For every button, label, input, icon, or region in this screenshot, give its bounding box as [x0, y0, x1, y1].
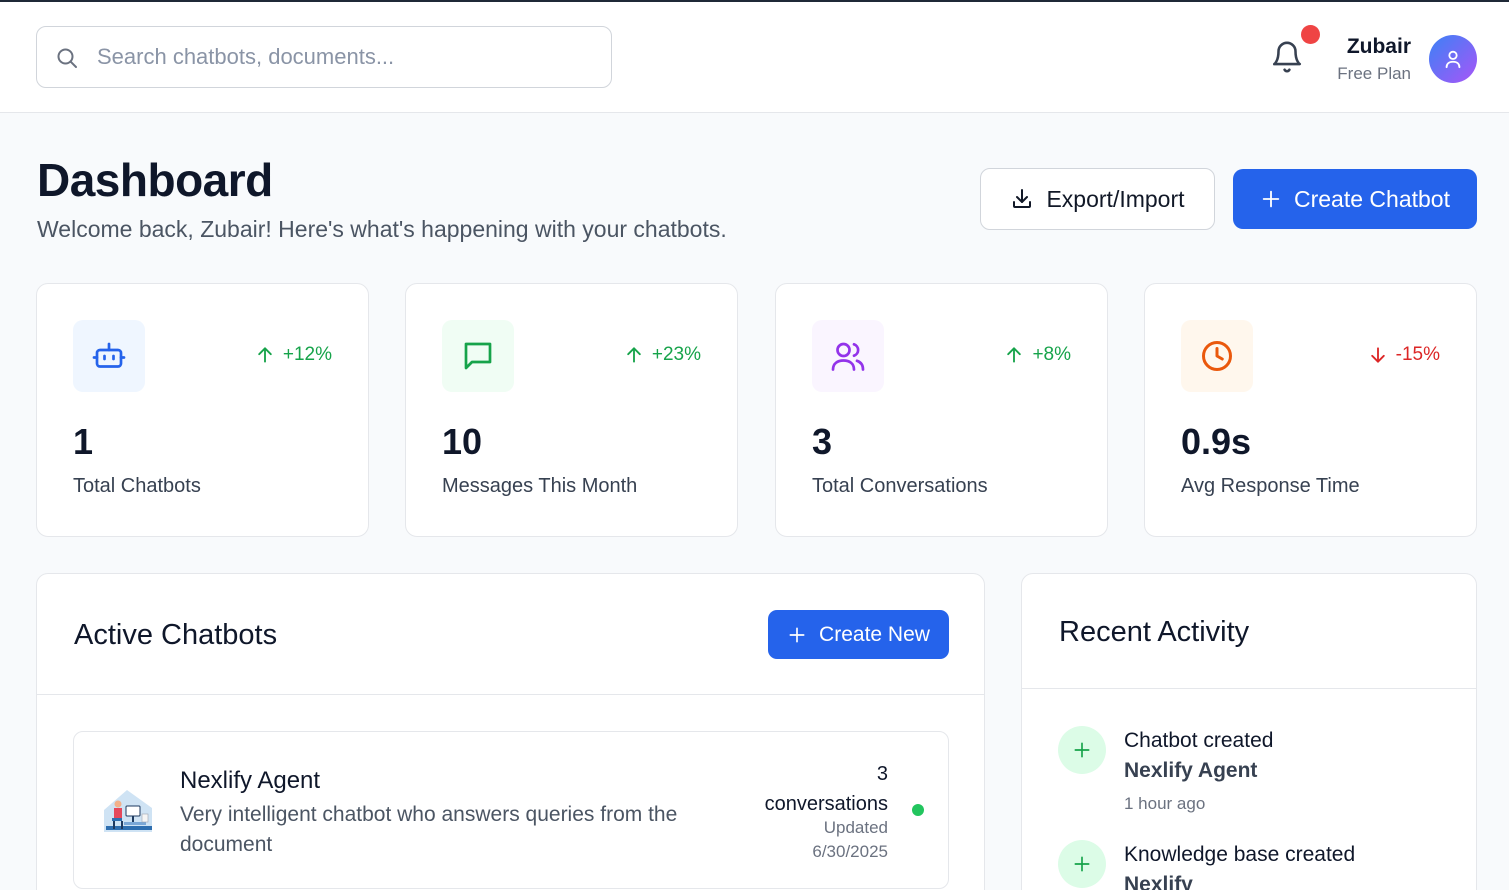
plus-icon [1074, 856, 1090, 872]
top-bar: Zubair Free Plan [0, 2, 1509, 113]
stat-delta: +8% [1004, 344, 1071, 366]
updated-date: 6/30/2025 [812, 842, 888, 861]
chatbot-updated: Updated 6/30/2025 [812, 816, 888, 864]
export-import-button[interactable]: Export/Import [980, 168, 1215, 230]
user-icon [1445, 50, 1461, 69]
stat-delta: +12% [255, 344, 332, 366]
page-title: Dashboard [37, 154, 273, 206]
activity-subject: Nexlify Agent [1124, 759, 1258, 782]
message-icon [464, 342, 492, 370]
user-plan: Free Plan [1337, 64, 1411, 83]
chatbot-card[interactable]: Nexlify Agent Very intelligent chatbot w… [73, 731, 949, 889]
stat-value: 10 [442, 421, 483, 462]
stat-card-response-time: -15% 0.9s Avg Response Time [1144, 283, 1477, 537]
stat-label: Total Chatbots [73, 475, 201, 497]
chatbot-conversations: 3 conversations [765, 759, 888, 819]
stat-label: Total Conversations [812, 475, 988, 497]
stat-value: 1 [73, 421, 94, 462]
stat-delta-value: -15% [1395, 344, 1440, 365]
status-indicator [912, 804, 924, 816]
stat-delta-value: +23% [651, 344, 701, 365]
conversations-label: conversations [764, 793, 888, 815]
stat-icon-box [442, 320, 514, 392]
notification-badge [1301, 25, 1320, 44]
clock-icon [1202, 341, 1232, 371]
download-icon [1013, 189, 1032, 208]
activity-subject: Nexlify [1124, 873, 1193, 890]
stat-icon-box [1181, 320, 1253, 392]
stat-value: 3 [812, 421, 833, 462]
arrow-up-icon [1007, 347, 1022, 363]
create-new-label: Create New [819, 622, 930, 646]
stat-card-total-chatbots: +12% 1 Total Chatbots [36, 283, 369, 537]
stat-card-messages: +23% 10 Messages This Month [405, 283, 738, 537]
create-new-button[interactable]: Create New [768, 610, 949, 659]
chatbot-avatar-illustration [104, 790, 152, 832]
stat-value: 0.9s [1181, 421, 1252, 462]
plus-icon [1262, 190, 1280, 208]
stat-label: Avg Response Time [1181, 475, 1360, 497]
stat-icon-box [812, 320, 884, 392]
panel-header: Recent Activity [1022, 574, 1476, 689]
stat-delta: +23% [624, 344, 701, 366]
plus-icon [789, 627, 805, 642]
search-icon [57, 48, 77, 68]
activity-icon-circle [1058, 840, 1106, 888]
users-icon [831, 342, 865, 371]
stat-delta-value: +12% [282, 344, 332, 365]
search-box[interactable] [36, 26, 612, 88]
arrow-up-icon [627, 347, 641, 363]
search-input[interactable] [97, 44, 587, 70]
page-subtitle: Welcome back, Zubair! Here's what's happ… [37, 216, 727, 242]
avatar[interactable] [1429, 35, 1477, 83]
updated-label: Updated [823, 818, 888, 837]
stat-icon-box [73, 320, 145, 392]
activity-time: 1 hour ago [1124, 794, 1206, 813]
active-chatbots-title: Active Chatbots [74, 619, 278, 651]
plus-icon [1074, 742, 1090, 758]
conversations-count: 3 [876, 763, 888, 785]
create-chatbot-label: Create Chatbot [1294, 185, 1450, 212]
bell-icon[interactable] [1270, 40, 1304, 74]
chatbot-description: Very intelligent chatbot who answers que… [180, 803, 678, 856]
create-chatbot-button[interactable]: Create Chatbot [1233, 169, 1477, 229]
arrow-up-icon [258, 347, 272, 363]
stat-delta: -15% [1368, 344, 1440, 366]
stat-delta-value: +8% [1032, 344, 1071, 365]
recent-activity-title: Recent Activity [1059, 616, 1250, 648]
user-name: Zubair [1346, 35, 1411, 58]
chatbot-name[interactable]: Nexlify Agent [180, 767, 321, 794]
arrow-down-icon [1370, 347, 1385, 363]
stat-label: Messages This Month [442, 475, 638, 497]
activity-title: Chatbot created [1124, 729, 1274, 752]
panel-header: Active Chatbots Create New [37, 574, 984, 695]
active-chatbots-panel: Active Chatbots Create New Nexlify Agent… [36, 573, 985, 890]
activity-icon-circle [1058, 726, 1106, 774]
stat-card-conversations: +8% 3 Total Conversations [775, 283, 1108, 537]
export-import-label: Export/Import [1046, 185, 1185, 212]
recent-activity-panel: Recent Activity Chatbot created Nexlify … [1021, 573, 1477, 890]
activity-title: Knowledge base created [1124, 843, 1356, 866]
bot-icon [92, 342, 126, 368]
